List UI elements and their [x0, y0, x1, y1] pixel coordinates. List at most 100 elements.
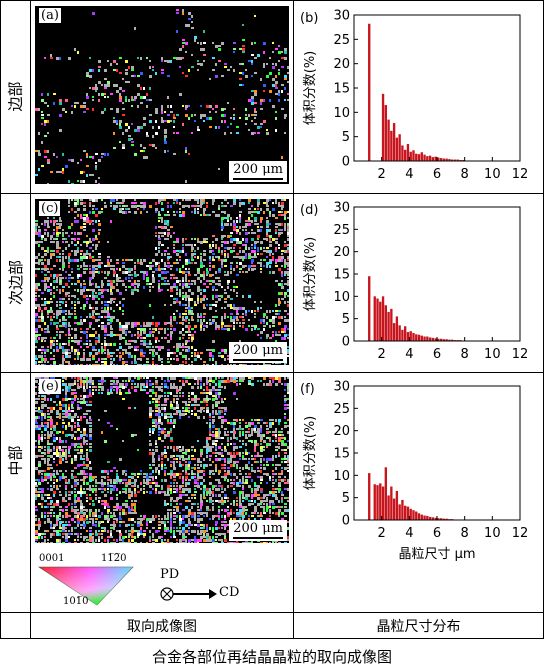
orientation-pixel — [50, 253, 53, 256]
orientation-pixel — [188, 24, 190, 27]
orientation-pixel — [125, 205, 128, 207]
orientation-pixel — [230, 479, 232, 481]
orientation-pixel — [188, 488, 191, 491]
orientation-pixel — [158, 530, 160, 532]
orientation-pixel — [275, 229, 277, 232]
orientation-pixel — [242, 509, 245, 512]
orientation-pixel — [68, 425, 71, 427]
orientation-pixel — [176, 12, 179, 14]
orientation-pixel — [233, 512, 235, 514]
orientation-pixel — [113, 199, 115, 202]
orientation-pixel — [206, 515, 208, 517]
orientation-pixel — [116, 334, 119, 336]
orientation-pixel — [134, 482, 136, 485]
orientation-pixel — [257, 211, 260, 214]
orientation-pixel — [185, 298, 187, 301]
orientation-pixel — [47, 162, 50, 164]
orientation-pixel — [182, 319, 185, 321]
orientation-pixel — [104, 352, 106, 354]
orientation-pixel — [53, 524, 56, 527]
orientation-pixel — [170, 476, 172, 479]
frame-left — [0, 0, 1, 639]
orientation-pixel — [275, 111, 277, 113]
orientation-pixel — [284, 334, 287, 337]
orientation-pixel — [155, 395, 157, 397]
orientation-pixel — [83, 253, 86, 256]
orientation-pixel — [251, 96, 254, 99]
orientation-pixel — [65, 446, 67, 448]
orientation-pixel — [161, 337, 163, 339]
orientation-pixel — [284, 395, 286, 397]
orientation-pixel — [218, 470, 221, 473]
orientation-pixel — [101, 470, 104, 473]
orientation-pixel — [218, 410, 221, 413]
orientation-pixel — [221, 307, 223, 309]
orientation-pixel — [86, 401, 88, 403]
orientation-pixel — [122, 479, 125, 481]
orientation-pixel — [134, 383, 136, 385]
orientation-pixel — [230, 431, 233, 433]
orientation-pixel — [47, 518, 50, 521]
orientation-pixel — [53, 428, 56, 431]
orientation-pixel — [92, 316, 95, 319]
orientation-pixel — [104, 301, 107, 303]
orientation-pixel — [38, 434, 40, 437]
orientation-pixel — [230, 271, 232, 274]
orientation-pixel — [35, 446, 37, 448]
orientation-pixel — [239, 500, 241, 503]
orientation-pixel — [137, 364, 140, 365]
orientation-pixel — [176, 241, 179, 243]
orientation-pixel — [74, 503, 76, 505]
orientation-pixel — [86, 93, 88, 96]
orientation-pixel — [35, 533, 38, 535]
orientation-pixel — [191, 319, 194, 321]
orientation-pixel — [182, 395, 184, 397]
orientation-pixel — [227, 422, 230, 424]
orientation-pixel — [77, 202, 79, 205]
orientation-pixel — [221, 464, 224, 466]
orientation-pixel — [266, 383, 269, 386]
orientation-pixel — [212, 259, 215, 261]
orientation-pixel — [140, 271, 143, 273]
orientation-pixel — [113, 334, 116, 336]
orientation-pixel — [80, 464, 83, 466]
orientation-pixel — [86, 250, 88, 253]
orientation-pixel — [269, 238, 271, 241]
orientation-pixel — [62, 355, 64, 358]
orientation-pixel — [164, 392, 166, 394]
frame-bottom — [0, 638, 544, 639]
orientation-pixel — [83, 150, 86, 152]
orientation-pixel — [251, 205, 253, 207]
orientation-pixel — [191, 503, 194, 505]
orientation-pixel — [260, 102, 262, 105]
orientation-pixel — [89, 428, 92, 431]
orientation-pixel — [227, 214, 230, 217]
orientation-pixel — [86, 413, 88, 415]
orientation-pixel — [80, 380, 83, 383]
orientation-pixel — [146, 380, 148, 383]
orientation-pixel — [170, 530, 172, 533]
orientation-pixel — [164, 449, 166, 452]
orientation-pixel — [158, 455, 160, 458]
orientation-pixel — [260, 470, 262, 473]
orientation-pixel — [86, 380, 89, 383]
orientation-pixel — [71, 530, 73, 532]
orientation-pixel — [107, 536, 110, 538]
row-label-edge-text: 边部 — [6, 81, 25, 112]
orientation-pixel — [203, 383, 205, 386]
orientation-pixel — [257, 126, 260, 129]
orientation-pixel — [125, 392, 128, 394]
orientation-pixel — [212, 380, 215, 383]
orientation-pixel — [107, 241, 109, 243]
orientation-pixel — [218, 298, 221, 301]
orientation-pixel — [77, 322, 80, 325]
orientation-pixel — [95, 295, 98, 298]
orientation-pixel — [44, 358, 47, 361]
orientation-pixel — [86, 72, 89, 75]
orientation-pixel — [50, 449, 52, 452]
orientation-pixel — [95, 265, 98, 267]
orientation-pixel — [155, 202, 157, 205]
orientation-pixel — [188, 289, 191, 292]
orientation-pixel — [137, 75, 140, 77]
orientation-pixel — [209, 455, 212, 457]
